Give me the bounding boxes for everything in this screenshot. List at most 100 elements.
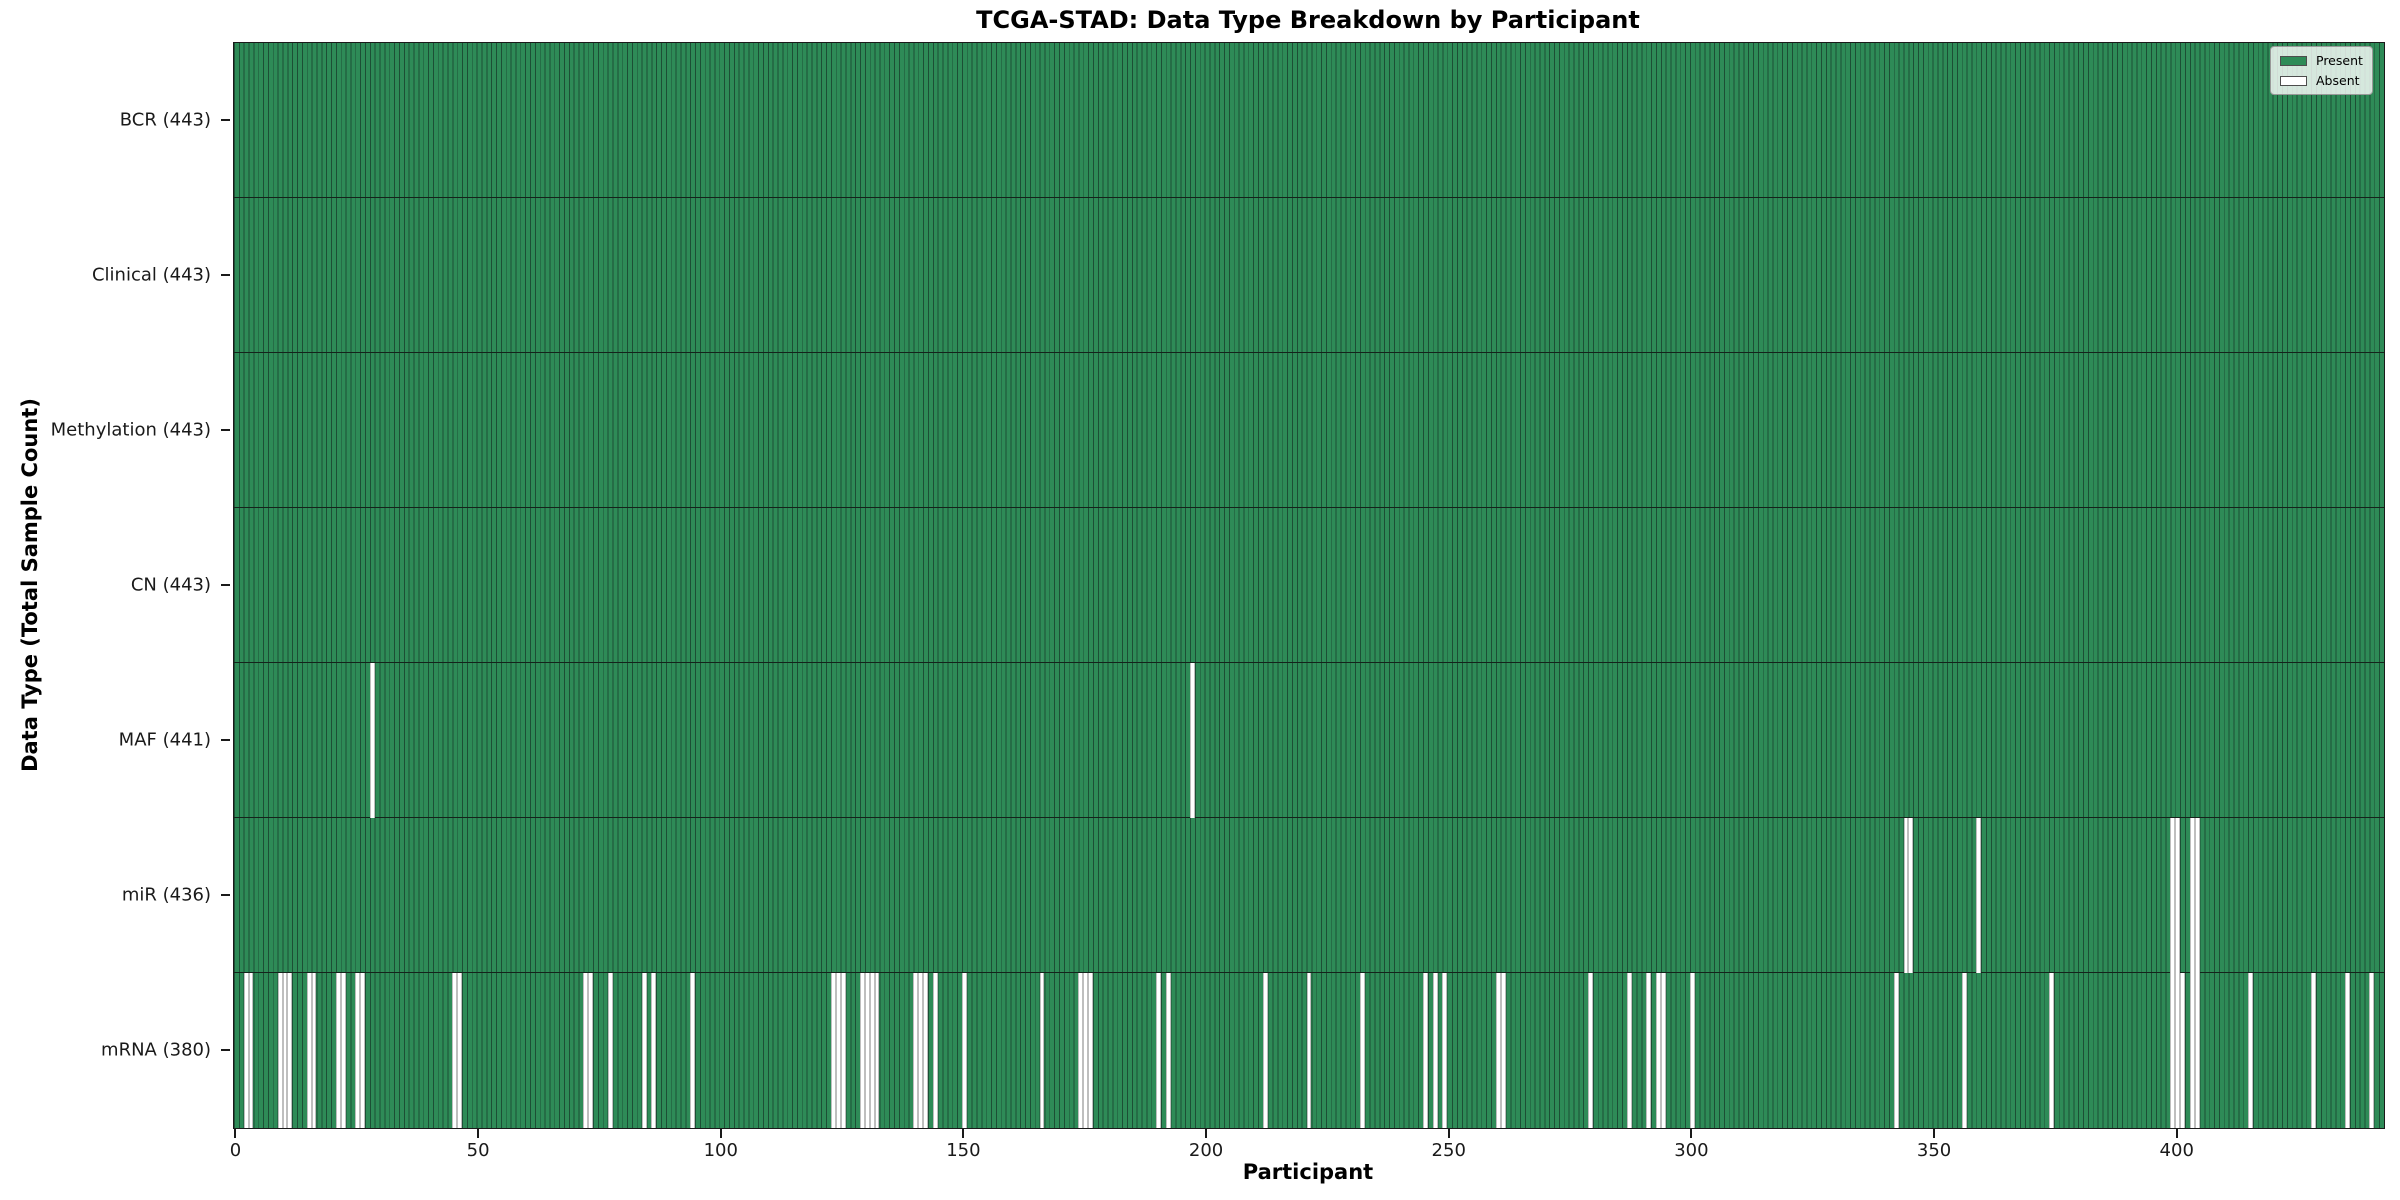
absent-bar — [918, 973, 924, 1128]
data-row-MAF — [234, 663, 2384, 818]
absent-bar — [588, 973, 594, 1128]
absent-bar — [1088, 973, 1094, 1128]
absent-bar — [874, 973, 880, 1128]
x-axis: 0 50 100 150 200 250 300 350 400 — [229, 1127, 2383, 1173]
x-tick-mark — [477, 1128, 480, 1138]
data-row-mRNA — [234, 973, 2384, 1128]
x-tick-mark — [234, 1128, 237, 1138]
data-row-miR — [234, 818, 2384, 973]
x-tick-mark — [1205, 1128, 1208, 1138]
absent-bar — [2194, 973, 2200, 1128]
legend: Present Absent — [2270, 46, 2373, 95]
absent-bar — [1262, 973, 1268, 1128]
absent-bar — [651, 973, 657, 1128]
absent-bar — [1423, 973, 1428, 1128]
absent-bar — [961, 973, 967, 1128]
absent-bar — [2175, 818, 2181, 973]
absent-bar — [1689, 973, 1695, 1128]
x-tick-label: 50 — [466, 1140, 490, 1161]
absent-bar — [2189, 973, 2195, 1128]
data-row-BCR — [234, 43, 2384, 198]
absent-bar — [913, 973, 919, 1128]
absent-bar — [583, 973, 589, 1128]
absent-bar — [1660, 973, 1666, 1128]
legend-label-absent: Absent — [2316, 73, 2360, 88]
absent-bar — [1893, 973, 1899, 1128]
absent-bar — [1626, 973, 1632, 1128]
absent-bar — [1442, 973, 1448, 1128]
x-tick-label: 350 — [1916, 1140, 1952, 1161]
chart-title: TCGA-STAD: Data Type Breakdown by Partic… — [976, 6, 1640, 34]
absent-bar — [1495, 973, 1501, 1128]
absent-bar — [1976, 818, 1982, 973]
present-swatch — [2280, 55, 2307, 66]
absent-bar — [2175, 973, 2181, 1128]
y-tick-mark — [221, 738, 230, 741]
absent-bar — [864, 973, 870, 1128]
y-axis: BCR (443) Clinical (443) Methylation (443)… — [0, 42, 233, 1127]
absent-bar — [1961, 973, 1967, 1128]
x-tick-mark — [2175, 1128, 2178, 1138]
absent-bar — [1306, 973, 1312, 1128]
absent-bar — [355, 973, 361, 1128]
x-tick-mark — [1933, 1128, 1936, 1138]
y-tick-mark — [221, 428, 230, 431]
absent-bar — [2189, 818, 2195, 973]
legend-item-absent: Absent — [2280, 73, 2363, 88]
y-tick-label: miR (436) — [121, 884, 211, 905]
absent-bar — [835, 973, 841, 1128]
absent-bar — [1039, 973, 1045, 1128]
absent-bar — [282, 973, 288, 1128]
y-tick-mark — [221, 583, 230, 586]
x-tick-label: 0 — [229, 1140, 242, 1161]
absent-bar — [830, 973, 836, 1128]
absent-bar — [1500, 973, 1506, 1128]
y-tick-label: mRNA (380) — [101, 1039, 211, 1060]
absent-bar — [335, 973, 341, 1128]
absent-bar — [2049, 973, 2054, 1128]
absent-bar — [2194, 818, 2200, 973]
absent-bar — [1908, 818, 1914, 973]
absent-bar — [311, 973, 317, 1128]
x-tick-mark — [719, 1128, 722, 1138]
absent-bar — [457, 973, 463, 1128]
y-tick-mark — [221, 273, 230, 276]
y-tick-label: MAF (441) — [118, 729, 211, 750]
absent-bar — [452, 973, 458, 1128]
absent-bar — [1903, 818, 1909, 973]
x-tick-label: 150 — [946, 1140, 981, 1161]
x-tick-mark — [1690, 1128, 1693, 1138]
absent-bar — [287, 973, 293, 1128]
x-tick-mark — [962, 1128, 965, 1138]
data-row-Methylation — [234, 353, 2384, 508]
y-tick-label: Methylation (443) — [50, 419, 211, 440]
absent-bar — [243, 973, 249, 1128]
absent-bar — [2345, 973, 2351, 1128]
x-tick-label: 100 — [703, 1140, 738, 1161]
absent-bar — [1588, 973, 1593, 1128]
absent-bar — [1190, 663, 1195, 818]
absent-bar — [869, 973, 875, 1128]
absent-bar — [1432, 973, 1438, 1128]
absent-bar — [641, 973, 647, 1128]
data-row-Clinical — [234, 198, 2384, 353]
absent-bar — [2369, 973, 2375, 1128]
x-tick-mark — [1447, 1128, 1450, 1138]
absent-bar — [2180, 973, 2185, 1128]
y-tick-mark — [221, 118, 230, 121]
absent-bar — [1156, 973, 1161, 1128]
absent-bar — [2170, 818, 2176, 973]
absent-bar — [248, 973, 254, 1128]
data-row-CN — [234, 508, 2384, 663]
absent-bar — [1078, 973, 1084, 1128]
absent-bar — [360, 973, 366, 1128]
absent-bar — [932, 973, 938, 1128]
absent-swatch — [2280, 75, 2307, 86]
absent-bar — [1359, 973, 1365, 1128]
absent-bar — [607, 973, 613, 1128]
absent-bar — [1656, 973, 1661, 1128]
absent-bar — [369, 663, 375, 818]
y-tick-label: CN (443) — [130, 574, 211, 595]
absent-bar — [1646, 973, 1652, 1128]
